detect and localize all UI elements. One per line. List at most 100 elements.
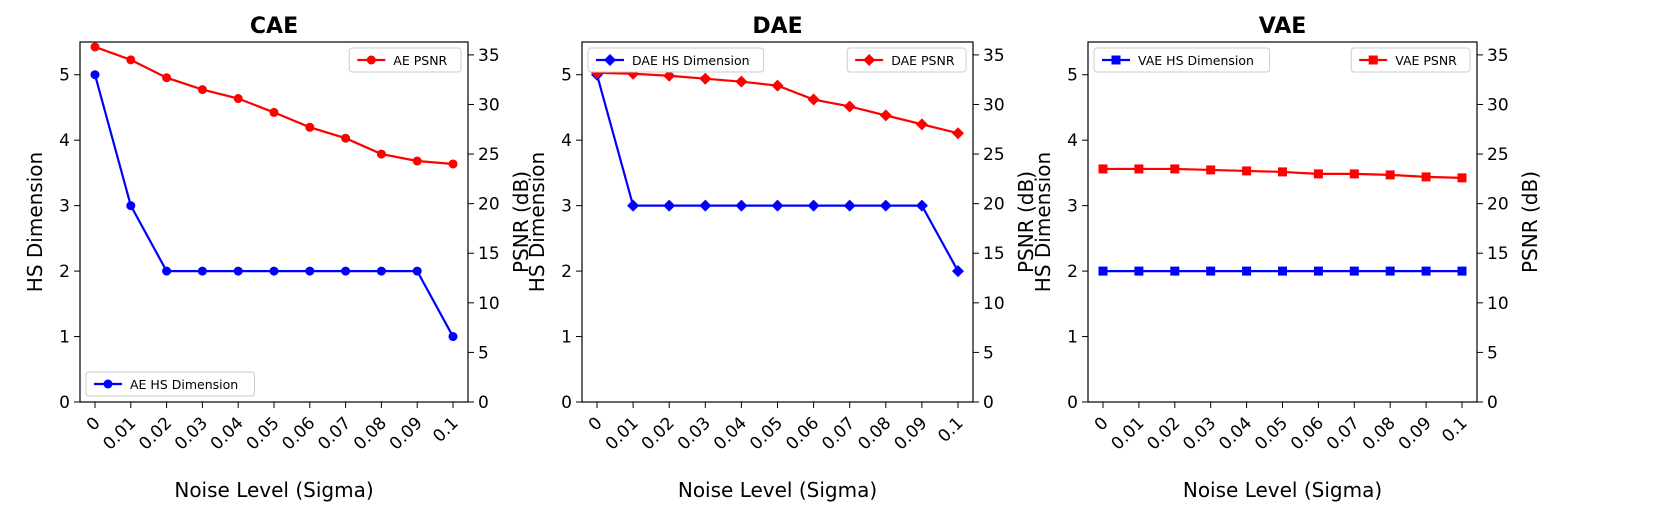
data-point (412, 266, 422, 276)
x-tick-label: 0.1 (934, 413, 967, 446)
data-point (1457, 266, 1467, 276)
chart-title: CAE (250, 14, 298, 39)
x-tick-label: 0.05 (243, 413, 284, 454)
legend-marker (1368, 55, 1378, 65)
y2-tick-label: 0 (478, 393, 489, 413)
legend-marker (366, 55, 376, 65)
chart-cae: CAE0123450510152025303500.010.020.030.04… (23, 14, 533, 502)
data-point (448, 159, 458, 169)
x-tick-label: 0.02 (638, 413, 679, 454)
series-line (595, 74, 959, 272)
plot-frame (1087, 41, 1478, 403)
x-tick-label: 0.02 (135, 413, 176, 454)
data-point (1278, 266, 1287, 276)
data-point (699, 199, 712, 212)
y-tick-label: 2 (1067, 262, 1078, 282)
y2-tick-label: 15 (983, 244, 1005, 264)
x-axis-label: Noise Level (Sigma) (1183, 478, 1382, 502)
y2-tick-label: 25 (478, 145, 500, 165)
y2-tick-label: 30 (1487, 95, 1509, 115)
y2-tick-label: 35 (983, 46, 1005, 66)
y-tick-label: 4 (561, 131, 572, 151)
x-tick-label: 0.04 (207, 413, 248, 454)
data-point (771, 79, 784, 92)
x-tick-label: 0.06 (782, 413, 823, 454)
y-axis-label: HS Dimension (23, 152, 47, 292)
y2-tick-label: 5 (983, 343, 994, 363)
data-point (843, 100, 856, 113)
x-tick-label: 0.01 (1108, 413, 1149, 454)
data-point (1242, 266, 1252, 276)
legend: VAE PSNR (1350, 47, 1471, 73)
data-point (1349, 169, 1359, 179)
x-tick-label: 0.03 (674, 413, 715, 454)
legend-label: AE HS Dimension (130, 377, 238, 392)
data-point (952, 127, 964, 140)
legend: DAE PSNR (846, 47, 967, 73)
legend: DAE HS Dimension (587, 47, 765, 73)
x-tick-label: 0.02 (1143, 413, 1184, 454)
legend: VAE HS Dimension (1093, 47, 1271, 73)
data-point (843, 199, 856, 212)
plot-frame (581, 41, 974, 403)
legend-marker (863, 54, 876, 66)
legend-box (1093, 47, 1271, 73)
y-tick-label: 0 (561, 393, 572, 413)
data-point (1385, 170, 1395, 180)
y2-axis-label: PSNR (dB) (509, 171, 533, 273)
x-tick-label: 0.04 (710, 413, 751, 454)
series-ae-hs-dimension (90, 70, 458, 342)
legend-marker (103, 379, 113, 389)
x-tick-label: 0.05 (1251, 413, 1292, 454)
data-point (341, 133, 351, 143)
y-axis-label: HS Dimension (525, 152, 549, 292)
data-point (1457, 173, 1467, 183)
legend-label: AE PSNR (393, 53, 447, 68)
data-point (1242, 166, 1252, 176)
data-point (162, 73, 172, 83)
data-point (412, 156, 422, 166)
data-point (126, 201, 136, 211)
y2-tick-label: 25 (983, 145, 1005, 165)
data-point (269, 107, 279, 117)
legend-marker (604, 54, 616, 66)
x-tick-label: 0.09 (891, 413, 932, 454)
x-tick-label: 0.06 (1287, 413, 1328, 454)
y2-tick-label: 0 (1487, 393, 1498, 413)
chart-title: DAE (752, 14, 802, 39)
x-tick-label: 0.07 (818, 413, 859, 454)
y-tick-label: 4 (59, 131, 70, 151)
y-tick-label: 5 (1067, 66, 1078, 86)
y-tick-label: 1 (561, 328, 572, 348)
data-point (90, 70, 100, 80)
data-point (771, 199, 784, 212)
y2-tick-label: 0 (983, 393, 994, 413)
data-point (879, 109, 892, 122)
data-point (1134, 164, 1144, 174)
data-point (197, 85, 207, 95)
legend: AE PSNR (348, 47, 462, 73)
series-ae-psnr (90, 42, 458, 169)
x-tick-label: 0 (83, 413, 105, 435)
y-tick-label: 5 (561, 66, 572, 86)
x-tick-label: 0.07 (1323, 413, 1364, 454)
data-point (305, 266, 315, 276)
y2-tick-label: 10 (478, 294, 500, 314)
data-point (1170, 164, 1180, 174)
x-axis-label: Noise Level (Sigma) (678, 478, 877, 502)
legend-box (587, 47, 765, 73)
data-point (1206, 165, 1216, 175)
data-point (1421, 172, 1431, 182)
y-tick-label: 3 (59, 197, 70, 217)
legend-marker (1111, 55, 1121, 65)
x-tick-label: 0.01 (602, 413, 643, 454)
y2-tick-label: 25 (1487, 145, 1509, 165)
y2-tick-label: 20 (983, 195, 1005, 215)
y2-tick-label: 30 (478, 95, 500, 115)
data-point (126, 55, 136, 65)
x-tick-label: 0.07 (314, 413, 355, 454)
y-tick-label: 2 (59, 262, 70, 282)
x-tick-label: 0.03 (1179, 413, 1220, 454)
y-tick-label: 2 (561, 262, 572, 282)
